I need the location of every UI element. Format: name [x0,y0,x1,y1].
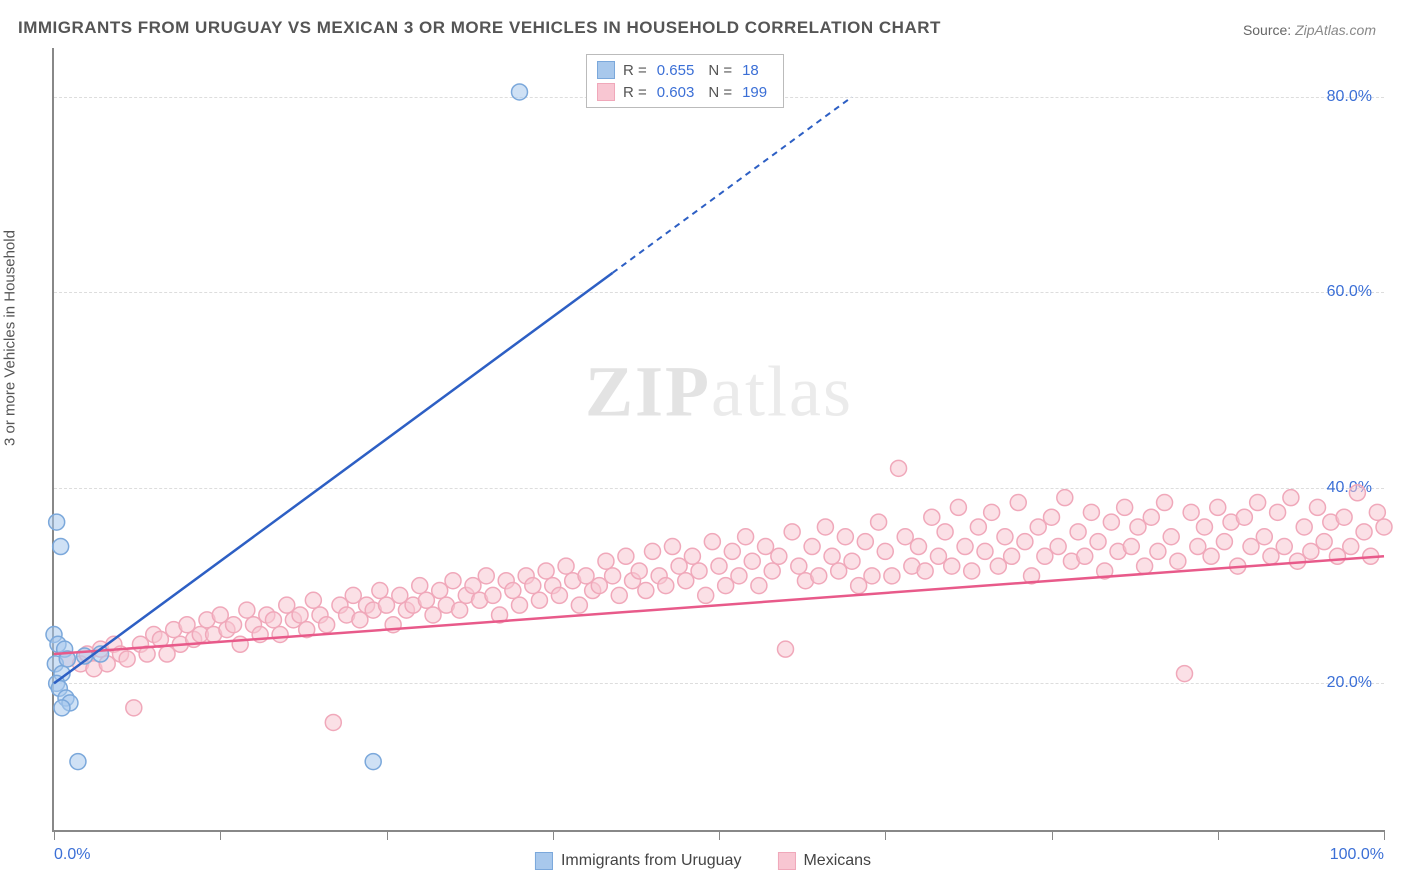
y-axis-label: 3 or more Vehicles in Household [2,230,19,446]
swatch-mexicans-bottom [777,852,795,870]
n-label: N = [708,84,732,101]
x-tick-label: 0.0% [54,846,90,864]
legend-item-mexicans: Mexicans [777,852,871,870]
n-value-mexicans: 199 [742,84,767,101]
source-attribution: Source: ZipAtlas.com [1243,22,1376,38]
legend-row-mexicans: R = 0.603 N = 199 [597,81,773,103]
legend-correlation-box: R = 0.655 N = 18 R = 0.603 N = 199 [586,54,784,108]
chart-title: IMMIGRANTS FROM URUGUAY VS MEXICAN 3 OR … [18,18,941,38]
n-label: N = [708,62,732,79]
source-label: Source: [1243,22,1291,38]
source-value: ZipAtlas.com [1295,22,1376,38]
swatch-mexicans [597,83,615,101]
r-label: R = [623,62,647,79]
n-value-uruguay: 18 [742,62,759,79]
legend-label-uruguay: Immigrants from Uruguay [561,852,742,870]
r-value-uruguay: 0.655 [657,62,695,79]
chart-plot-area: ZIPatlas 20.0%40.0%60.0%80.0% 0.0%100.0%… [52,48,1384,832]
r-value-mexicans: 0.603 [657,84,695,101]
legend-item-uruguay: Immigrants from Uruguay [535,852,742,870]
scatter-plot-svg [54,48,1384,830]
x-tick-label: 100.0% [1330,846,1384,864]
swatch-uruguay [597,61,615,79]
swatch-uruguay-bottom [535,852,553,870]
legend-row-uruguay: R = 0.655 N = 18 [597,59,773,81]
legend-bottom: Immigrants from Uruguay Mexicans [535,852,871,870]
r-label: R = [623,84,647,101]
legend-label-mexicans: Mexicans [803,852,871,870]
